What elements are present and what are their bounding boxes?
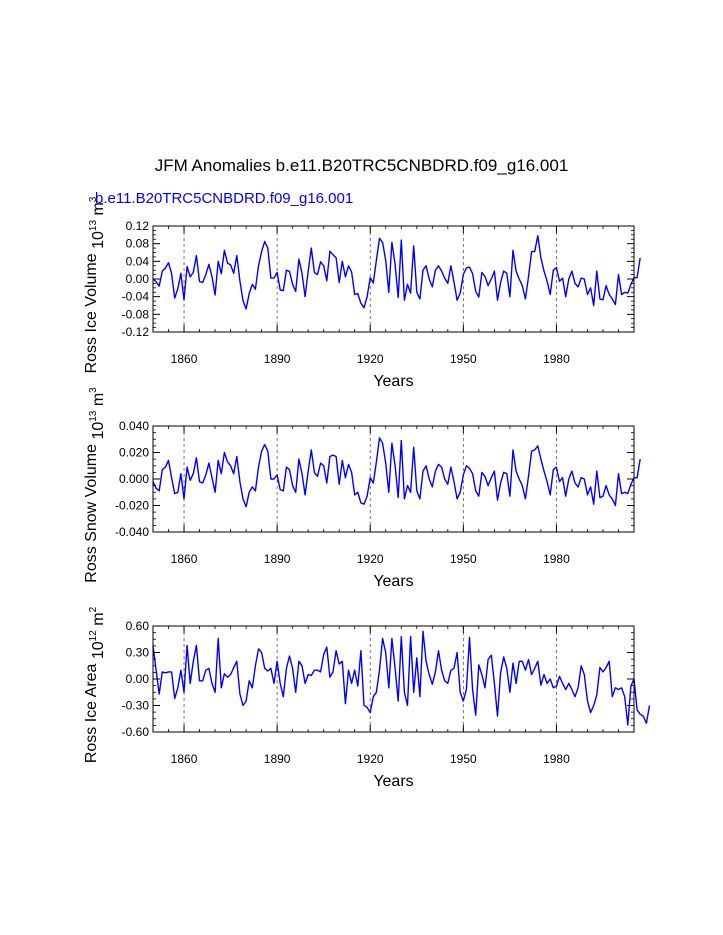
- y-tick-label: 0.00: [126, 672, 150, 686]
- x-tick-label: 1950: [450, 352, 477, 366]
- chart-panel-ice_area: 0.60 0.30 0.00 -0.30 -0.60 1860 1890 1920 1950 19…: [83, 606, 651, 790]
- x-tick-label: 1920: [357, 552, 384, 566]
- x-tick-label: 1920: [357, 352, 384, 366]
- series-line: [152, 437, 641, 508]
- plot-frame: [152, 625, 635, 733]
- y-axis-title-part: 10: [90, 422, 107, 440]
- chart-panel-snow_volume: 0.040 0.020 0.000 -0.020 -0.040 1860 1890 1920 1…: [83, 387, 641, 590]
- series-line: [152, 234, 641, 310]
- y-tick-label: 0.000: [119, 472, 149, 486]
- y-axis-title-part: Ross Snow Volume: [83, 440, 100, 583]
- y-tick-label: 0.12: [126, 219, 150, 233]
- y-tick-label: -0.04: [122, 290, 150, 304]
- y-axis-title-part: m: [90, 393, 107, 411]
- x-tick-label: 1980: [543, 552, 570, 566]
- y-axis-title-superscript: 3: [88, 196, 99, 202]
- x-tick-label: 1860: [171, 552, 198, 566]
- y-axis-title-part: 10: [90, 231, 107, 249]
- x-tick-label: 1860: [171, 752, 198, 766]
- chart-main-title: JFM Anomalies b.e11.B20TRC5CNBDRD.f09_g1…: [154, 156, 569, 175]
- x-axis-title: Years: [373, 573, 413, 590]
- y-tick-label: 0.00: [126, 272, 150, 286]
- series-line: [152, 630, 651, 726]
- y-tick-label: -0.020: [115, 499, 149, 513]
- y-tick-label: -0.30: [122, 699, 150, 713]
- x-tick-label: 1980: [543, 352, 570, 366]
- y-axis-title: Ross Ice Volume 1013 m3: [83, 196, 107, 373]
- x-tick-label: 1890: [264, 752, 291, 766]
- y-tick-label: -0.60: [122, 725, 150, 739]
- y-axis-title-part: Ross Ice Volume: [83, 249, 100, 374]
- y-tick-label: -0.040: [115, 525, 149, 539]
- x-tick-label: 1920: [357, 752, 384, 766]
- y-axis-title-part: Ross Ice Area: [83, 659, 100, 763]
- y-axis-title: Ross Ice Area 1012 m2: [83, 606, 107, 763]
- y-tick-label: 0.60: [126, 619, 150, 633]
- y-tick-label: 0.30: [126, 646, 150, 660]
- y-axis-title-superscript: 13: [88, 220, 99, 232]
- y-axis-title-superscript: 3: [88, 387, 99, 393]
- y-axis-title-part: m: [90, 612, 107, 630]
- x-tick-label: 1860: [171, 352, 198, 366]
- x-tick-label: 1890: [264, 552, 291, 566]
- x-tick-label: 1980: [543, 752, 570, 766]
- x-tick-label: 1890: [264, 352, 291, 366]
- y-axis-title-part: 10: [90, 641, 107, 659]
- y-axis-title-superscript: 12: [88, 630, 99, 642]
- y-axis-title-superscript: 2: [88, 606, 99, 612]
- x-axis-title: Years: [373, 773, 413, 790]
- y-tick-label: 0.040: [119, 419, 149, 433]
- y-axis-title: Ross Snow Volume 1013 m3: [83, 387, 107, 583]
- y-tick-label: 0.020: [119, 446, 149, 460]
- chart-panel-ice_volume: 0.12 0.08 0.04 0.00 -0.04 -0.08 -0.12 1860 1890 1…: [83, 196, 641, 390]
- x-axis-title: Years: [373, 373, 413, 390]
- x-tick-label: 1950: [450, 752, 477, 766]
- y-tick-label: -0.08: [122, 307, 150, 321]
- y-axis-title-part: m: [90, 202, 107, 220]
- y-tick-label: 0.04: [126, 254, 150, 268]
- y-tick-label: 0.08: [126, 237, 150, 251]
- x-tick-label: 1950: [450, 552, 477, 566]
- run-label: b.e11.B20TRC5CNBDRD.f09_g16.001: [95, 190, 354, 207]
- y-tick-label: -0.12: [122, 325, 150, 339]
- y-axis-title-superscript: 13: [88, 410, 99, 422]
